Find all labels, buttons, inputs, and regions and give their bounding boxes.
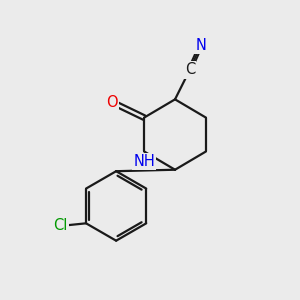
- Text: NH: NH: [133, 154, 155, 169]
- Text: Cl: Cl: [53, 218, 68, 233]
- Text: N: N: [195, 38, 206, 53]
- Text: O: O: [106, 95, 118, 110]
- Text: C: C: [184, 62, 195, 77]
